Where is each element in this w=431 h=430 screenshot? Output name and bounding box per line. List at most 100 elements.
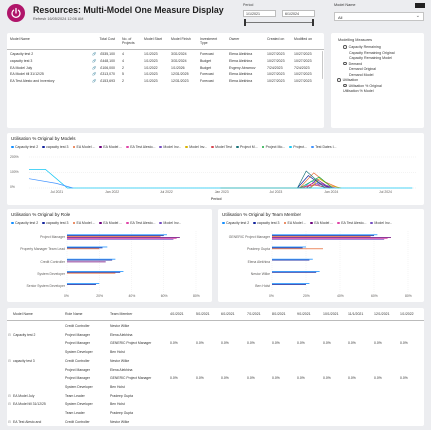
measure-item[interactable]: Capacity Remaining <box>343 45 381 49</box>
table-row[interactable]: capacity test 3 £448,100 4 1/1/2023 3/31/202… <box>7 58 324 65</box>
col-owner[interactable]: Owner <box>229 37 240 41</box>
col-model-finish[interactable]: Model Finish <box>171 37 191 41</box>
table-scrollbar[interactable] <box>321 51 323 79</box>
legend-item[interactable]: Project Mo... <box>261 145 285 149</box>
period-end-input[interactable]: 6/1/2024 <box>282 10 315 17</box>
matrix-col-header[interactable]: 9/1/2021 <box>297 312 311 316</box>
measure-label: Capacity Remaining <box>348 45 381 49</box>
matrix-col-header[interactable]: 12/1/2021 <box>374 312 390 316</box>
bar <box>272 237 391 238</box>
radio-icon[interactable] <box>337 78 341 82</box>
measure-item[interactable]: Capacity Remaining Original <box>349 51 395 55</box>
matrix-col-header[interactable]: 6/1/2021 <box>221 312 235 316</box>
matrix-col-header[interactable]: 10/1/2021 <box>323 312 339 316</box>
matrix-col-header[interactable]: 5/1/2021 <box>196 312 210 316</box>
matrix-col-header[interactable]: Team Member <box>110 312 133 316</box>
legend-item[interactable]: EA Model ... <box>72 145 95 149</box>
cell-role: System Developer <box>65 402 93 407</box>
col-total-cost[interactable]: Total Cost <box>99 37 115 41</box>
link-icon[interactable]: 🔗 <box>92 58 97 63</box>
bar <box>272 271 317 273</box>
legend-item[interactable]: EA Model ... <box>72 221 95 225</box>
cell-value: 0.0% <box>323 341 331 346</box>
link-icon[interactable]: 🔗 <box>92 72 97 77</box>
measure-item[interactable]: Utilisation % Original <box>343 84 382 88</box>
table-row[interactable]: EA Test Alesto and Inventory £153,693 2 1/1… <box>7 78 324 85</box>
matrix-col-header[interactable]: Role Name <box>65 312 83 316</box>
legend-item[interactable]: Project M... <box>235 145 258 149</box>
col-model-name[interactable]: Model Name <box>10 37 30 41</box>
cell-name: EA Test Alesto and Inventory <box>10 79 55 84</box>
matrix-col-header[interactable]: 11/1/2021 <box>348 312 364 316</box>
legend-item[interactable]: Test Dates I... <box>311 145 336 149</box>
model-name-dropdown[interactable]: All ⌄ <box>334 12 424 21</box>
cell-value: 0.0% <box>247 341 255 346</box>
measure-item[interactable]: Demand <box>343 62 362 66</box>
legend-item[interactable]: Model Inv... <box>185 145 207 149</box>
col-no-of-projects[interactable]: No. of Projects <box>122 37 135 46</box>
legend-item[interactable]: Project... <box>289 145 307 149</box>
x-tick: Jan 2022 <box>105 190 120 194</box>
col-created-on[interactable]: Created on <box>267 37 285 41</box>
link-icon[interactable]: 🔗 <box>92 65 97 70</box>
measure-item[interactable]: Capacity Remaining Model <box>349 56 392 60</box>
table-row[interactable]: Capacity test 2 £535,100 4 1/1/2023 3/31/202… <box>7 51 324 58</box>
expand-icon[interactable]: ⊟ <box>8 332 11 337</box>
legend-item[interactable]: capacity test 3 <box>42 221 69 225</box>
legend-item[interactable]: EA Model ... <box>283 221 306 225</box>
legend-label: Test Dates I... <box>315 145 337 149</box>
matrix-col-header[interactable]: Model Name <box>13 312 33 316</box>
expand-icon[interactable]: ⊟ <box>8 393 11 398</box>
legend-item[interactable]: Capacity test 2 <box>222 221 249 225</box>
matrix-col-header[interactable]: 8/1/2021 <box>272 312 286 316</box>
legend-item[interactable]: Model Test <box>211 145 232 149</box>
expand-icon[interactable]: ⊟ <box>8 402 11 407</box>
bar <box>272 235 374 237</box>
expand-icon[interactable]: ⊟ <box>8 419 11 424</box>
col-investment-type[interactable]: Investment Type <box>200 37 218 46</box>
legend-item[interactable]: EA Test Alesto... <box>337 221 366 225</box>
measure-item[interactable]: Utilisation % Model <box>343 89 374 93</box>
measure-item[interactable]: Demand Model <box>349 73 373 77</box>
legend-item[interactable]: EA Test Alesto... <box>126 221 155 225</box>
legend-item[interactable]: capacity test 3 <box>42 145 69 149</box>
period-slider-start-handle[interactable] <box>244 19 246 26</box>
clear-selection-button[interactable] <box>415 3 425 8</box>
chart-title: Utilisation % Original by Team Member <box>222 212 302 217</box>
legend-item[interactable]: EA Model ... <box>310 221 333 225</box>
col-modified-on[interactable]: Modified on <box>294 37 313 41</box>
table-row[interactable]: EA Model till 31/12/25 £313,070 5 1/1/2023 1… <box>7 71 324 78</box>
legend-item[interactable]: Model Inv... <box>159 221 181 225</box>
legend-item[interactable]: EA Model ... <box>99 221 122 225</box>
period-slider-track[interactable] <box>245 22 313 23</box>
legend-item[interactable]: EA Test Alesto... <box>126 145 155 149</box>
chart-title: Utilisation % Original by Role <box>11 212 71 217</box>
measure-item[interactable]: Demand Original <box>349 67 376 71</box>
legend-item[interactable]: Model Inv... <box>370 221 392 225</box>
legend-label: EA Model ... <box>103 145 123 149</box>
radio-icon[interactable] <box>343 45 347 49</box>
bar <box>272 248 323 250</box>
link-icon[interactable]: 🔗 <box>92 79 97 84</box>
legend-item[interactable]: Capacity test 2 <box>11 145 38 149</box>
link-icon[interactable]: 🔗 <box>92 52 97 56</box>
legend-item[interactable]: Capacity test 2 <box>11 221 38 225</box>
radio-selected-icon[interactable] <box>343 83 347 88</box>
table-row[interactable]: EA Model July £106,000 2 1/1/2022 1/1/2026 Bu… <box>7 65 324 72</box>
period-slider-end-handle[interactable] <box>312 19 314 26</box>
period-start-input[interactable]: 1/1/2021 <box>243 10 276 17</box>
expand-icon[interactable]: ⊟ <box>8 358 11 363</box>
legend-item[interactable]: Model Inv... <box>159 145 181 149</box>
matrix-col-header[interactable]: 7/1/2021 <box>247 312 261 316</box>
bar <box>67 248 100 250</box>
legend-label: Model Test <box>215 145 232 149</box>
cell-cost: £448,100 <box>100 58 115 63</box>
legend-item[interactable]: EA Model ... <box>99 145 122 149</box>
cell-model: EA Test Alesto and <box>13 419 42 424</box>
measure-item[interactable]: Utilisation <box>337 78 358 82</box>
radio-icon[interactable] <box>343 61 347 66</box>
matrix-col-header[interactable]: 1/1/2022 <box>400 312 414 316</box>
col-model-start[interactable]: Model Start <box>144 37 162 41</box>
matrix-col-header[interactable]: 4/1/2021 <box>170 312 184 316</box>
legend-item[interactable]: capacity test 3 <box>253 221 280 225</box>
